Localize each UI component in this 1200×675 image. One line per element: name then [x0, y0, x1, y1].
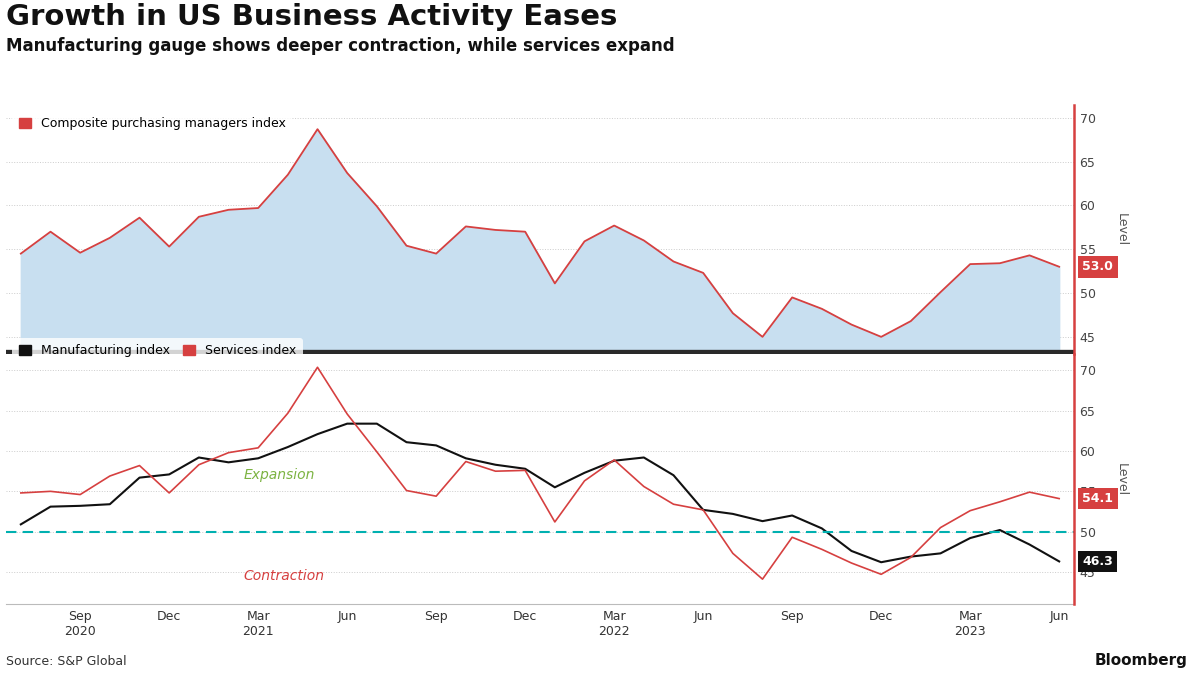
Text: 46.3: 46.3: [1082, 555, 1114, 568]
Legend: Manufacturing index, Services index: Manufacturing index, Services index: [12, 338, 302, 364]
Text: Source: S&P Global: Source: S&P Global: [6, 655, 127, 668]
Text: 53.0: 53.0: [1082, 261, 1114, 273]
Text: Bloomberg: Bloomberg: [1096, 653, 1188, 668]
Y-axis label: Level: Level: [1115, 462, 1128, 496]
Text: Expansion: Expansion: [244, 468, 314, 482]
Legend: Composite purchasing managers index: Composite purchasing managers index: [12, 111, 292, 136]
Text: Growth in US Business Activity Eases: Growth in US Business Activity Eases: [6, 3, 617, 31]
Text: Manufacturing gauge shows deeper contraction, while services expand: Manufacturing gauge shows deeper contrac…: [6, 37, 674, 55]
Text: 54.1: 54.1: [1082, 492, 1114, 505]
Text: Contraction: Contraction: [244, 569, 324, 583]
Y-axis label: Level: Level: [1115, 213, 1128, 246]
